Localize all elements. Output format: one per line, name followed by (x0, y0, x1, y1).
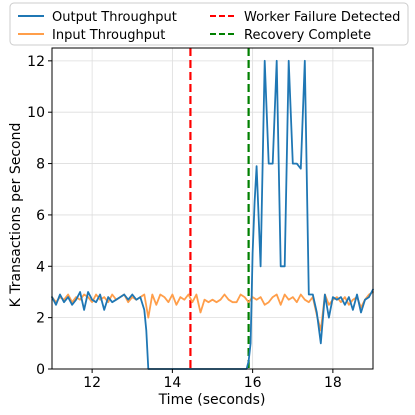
y-tick-label: 8 (36, 157, 45, 173)
legend-output-label: Output Throughput (52, 10, 177, 25)
y-tick-label: 2 (36, 311, 45, 327)
y-axis-label: K Transactions per Second (8, 123, 24, 308)
x-tick-label: 16 (244, 375, 262, 391)
legend-frame (9, 2, 409, 46)
y-tick-label: 10 (27, 105, 45, 121)
legend-input-label: Input Throughput (52, 28, 165, 43)
legend-worker-failure-label: Worker Failure Detected (244, 10, 400, 25)
y-axis-ticks: 0 2 4 6 8 10 12 (27, 54, 52, 378)
legend: Output Throughput Input Throughput Worker … (9, 2, 409, 46)
x-tick-label: 12 (83, 375, 101, 391)
y-tick-label: 4 (36, 259, 45, 275)
series-lines (51, 59, 374, 370)
x-tick-label: 14 (163, 375, 181, 391)
event-lines (189, 48, 250, 369)
legend-recovery-label: Recovery Complete (244, 28, 371, 43)
plot-frame (51, 47, 374, 370)
x-axis-ticks: 12 14 16 18 (83, 369, 342, 391)
output-throughput-line (51, 59, 374, 370)
x-axis-label: Time (seconds) (158, 392, 266, 408)
y-tick-label: 6 (36, 208, 45, 224)
input-throughput-line (51, 291, 374, 332)
y-tick-label: 12 (27, 54, 45, 70)
x-tick-label: 18 (324, 375, 342, 391)
y-tick-label: 0 (36, 362, 45, 378)
